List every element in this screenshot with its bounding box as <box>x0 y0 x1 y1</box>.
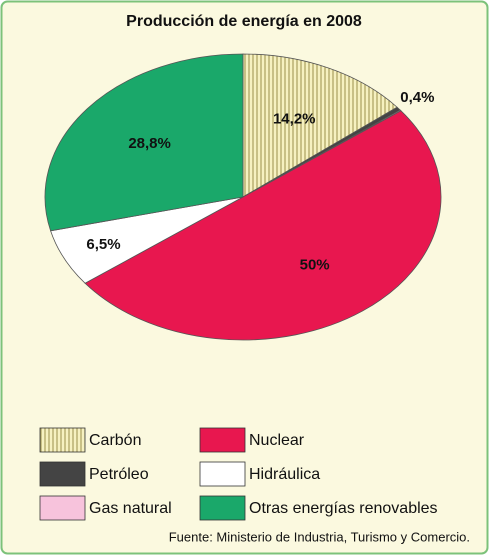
legend-label: Otras energías renovables <box>249 500 438 517</box>
pie-slice <box>84 110 442 341</box>
legend-swatch <box>199 461 246 487</box>
slice-label: 6,5% <box>86 236 120 253</box>
pie-slice <box>44 53 244 232</box>
legend-label: Carbón <box>89 432 141 449</box>
slice-label: 28,8% <box>128 135 171 152</box>
legend-label: Nuclear <box>249 432 305 449</box>
chart-title: Producción de energía en 2008 <box>126 13 362 30</box>
legend-swatch <box>199 427 246 453</box>
legend-label: Petróleo <box>89 466 149 483</box>
source: Fuente: Ministerio de Industria, Turismo… <box>169 529 470 544</box>
legend-swatch <box>199 495 246 521</box>
legend-swatch <box>39 461 86 487</box>
legend-swatch <box>39 495 86 521</box>
legend-swatch <box>39 427 86 453</box>
slice-label: 0,4% <box>400 89 434 106</box>
pie-slice <box>242 53 398 198</box>
legend-label: Gas natural <box>89 500 172 517</box>
slice-label: 50% <box>300 256 330 273</box>
slice-label: 14,2% <box>273 111 316 128</box>
legend-label: Hidráulica <box>249 466 320 483</box>
